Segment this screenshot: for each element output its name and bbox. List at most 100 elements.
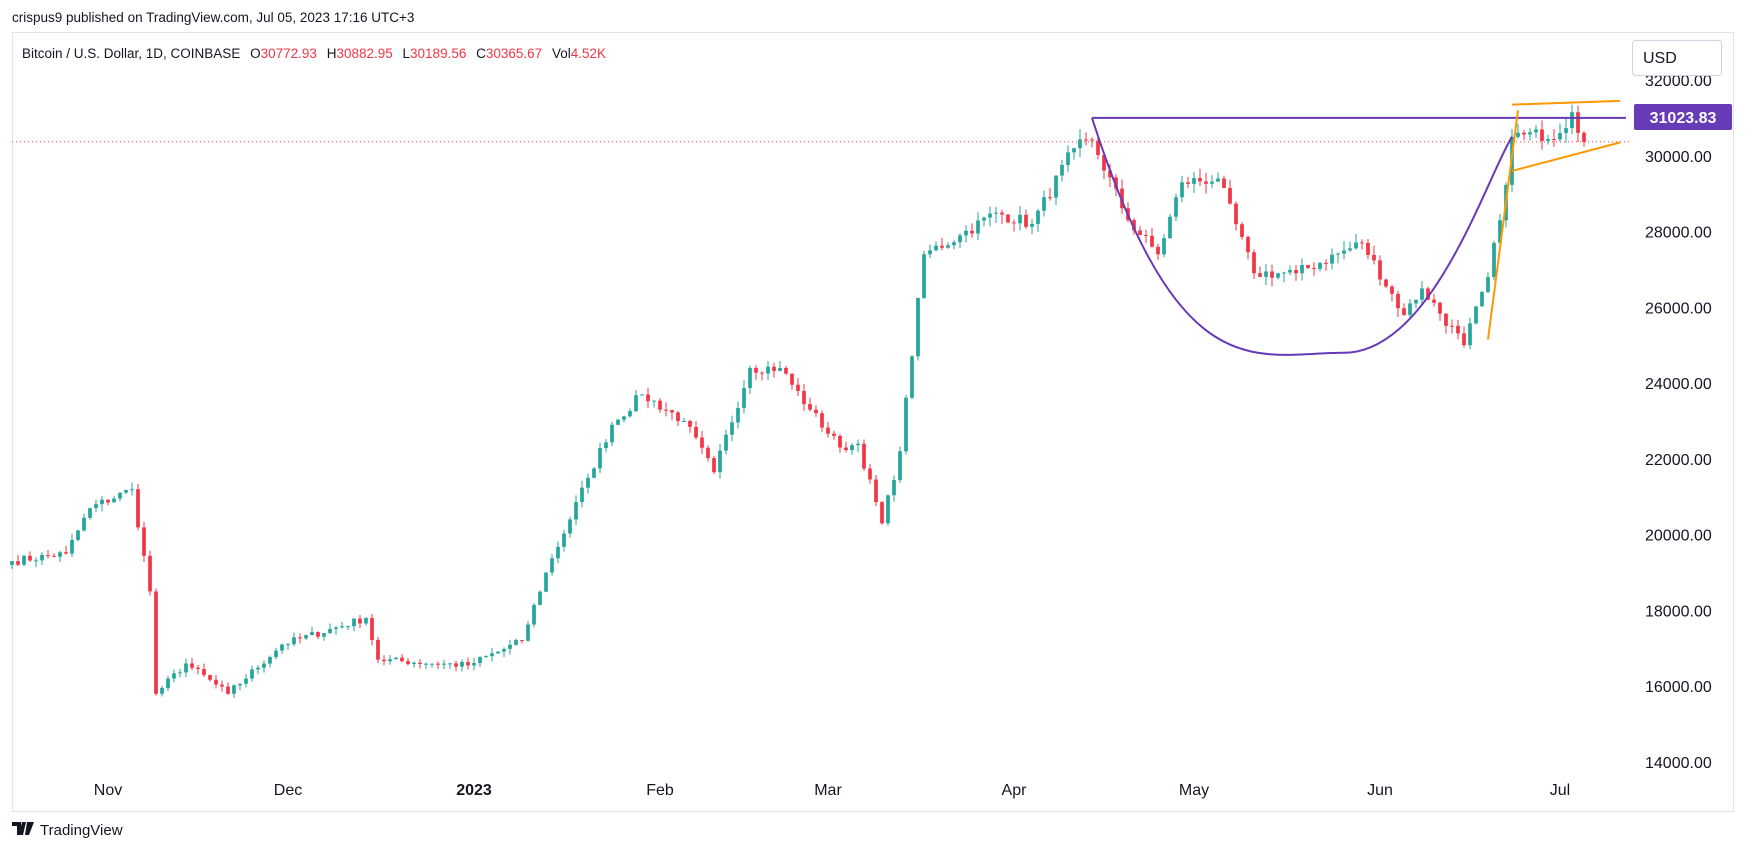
- chart-frame: [12, 32, 1734, 812]
- candle-body: [904, 397, 908, 452]
- candle-body: [1150, 235, 1154, 247]
- candle-body: [748, 367, 752, 389]
- candle-body: [1012, 222, 1016, 224]
- candle-body: [1474, 306, 1478, 324]
- candle-body: [1054, 175, 1058, 198]
- candle-body: [640, 394, 644, 396]
- close-value: 30365.67: [485, 46, 543, 61]
- candle-body: [1114, 177, 1118, 189]
- candle-body: [298, 637, 302, 639]
- candle-body: [1222, 178, 1226, 188]
- candle-body: [1168, 216, 1172, 239]
- candle-body: [844, 447, 848, 451]
- candle-body: [370, 618, 374, 640]
- candle-body: [88, 508, 92, 518]
- candle-body: [1138, 230, 1142, 236]
- candle-body: [814, 409, 818, 414]
- candle-body: [568, 519, 572, 534]
- candle-body: [1468, 323, 1472, 346]
- candle-body: [100, 499, 104, 505]
- candle-body: [1426, 288, 1430, 300]
- candle-body: [916, 297, 920, 357]
- candle-body: [1066, 152, 1070, 165]
- candle-body: [28, 555, 32, 561]
- candle-body: [694, 426, 698, 438]
- candle-body: [1486, 277, 1490, 292]
- candle-body: [1198, 178, 1202, 182]
- candle-body: [886, 495, 890, 524]
- candle-body: [490, 653, 494, 657]
- candle-body: [1480, 291, 1484, 307]
- close-label: C: [476, 46, 486, 61]
- candle-body: [40, 554, 44, 561]
- candle-body: [928, 250, 932, 255]
- candle-body: [646, 394, 650, 402]
- candle-body: [1396, 293, 1400, 309]
- candle-body: [700, 437, 704, 448]
- candle-body: [340, 626, 344, 628]
- candle-body: [1438, 302, 1442, 314]
- candle-body: [190, 663, 194, 668]
- candle-body: [394, 657, 398, 660]
- candle-body: [52, 555, 56, 557]
- candle-body: [532, 604, 536, 625]
- y-axis-tick-label: 22000.00: [1645, 452, 1712, 469]
- volume-value: 4.52K: [570, 46, 606, 61]
- candle-body: [1492, 242, 1496, 278]
- candle-body: [1282, 272, 1286, 274]
- candle-body: [442, 663, 446, 665]
- tradingview-brand: TradingView: [40, 822, 123, 839]
- candle-body: [1414, 299, 1418, 304]
- currency-selector[interactable]: USD: [1632, 40, 1722, 76]
- candle-body: [16, 561, 20, 565]
- high-label: H: [326, 46, 337, 61]
- price-label-text: 31023.83: [1650, 110, 1717, 127]
- candle-body: [484, 656, 488, 658]
- candle-body: [430, 663, 434, 665]
- candle-body: [1582, 132, 1586, 142]
- candle-body: [232, 685, 236, 694]
- candle-body: [622, 416, 626, 420]
- candle-body: [46, 554, 50, 556]
- candle-body: [982, 217, 986, 221]
- candle-body: [1366, 242, 1370, 255]
- candle-body: [634, 395, 638, 412]
- candle-body: [328, 628, 332, 634]
- candle-body: [196, 667, 200, 669]
- candle-body: [580, 487, 584, 503]
- cup-curve: [1091, 117, 1513, 356]
- candle-body: [10, 561, 14, 565]
- candle-body: [1576, 112, 1580, 133]
- candle-body: [1330, 254, 1334, 264]
- candle-body: [1408, 303, 1412, 315]
- tradingview-footer[interactable]: TradingView: [12, 822, 123, 839]
- candle-body: [208, 675, 212, 680]
- candle-body: [1444, 313, 1448, 326]
- candle-body: [76, 530, 80, 540]
- pennant-upper-line: [1511, 99, 1621, 106]
- candle-body: [1102, 154, 1106, 171]
- candle-body: [1006, 214, 1010, 223]
- candle-body: [718, 450, 722, 473]
- candle-body: [952, 242, 956, 246]
- candle-body: [1090, 139, 1094, 141]
- candle-body: [1036, 210, 1040, 224]
- candle-body: [460, 661, 464, 667]
- candle-body: [1432, 299, 1436, 303]
- candle-body: [556, 546, 560, 559]
- y-axis-tick-label: 28000.00: [1645, 225, 1712, 242]
- candle-body: [628, 411, 632, 417]
- candle-body: [1060, 164, 1064, 176]
- y-axis-tick-label: 32000.00: [1645, 73, 1712, 90]
- candle-body: [1522, 132, 1526, 135]
- candle-body: [130, 489, 134, 491]
- candle-body: [1390, 286, 1394, 294]
- candle-body: [898, 451, 902, 481]
- candle-body: [682, 421, 686, 422]
- candle-body: [1048, 197, 1052, 199]
- candle-body: [136, 489, 140, 528]
- candle-body: [262, 663, 266, 668]
- candle-body: [1564, 128, 1568, 134]
- y-axis-tick-label: 14000.00: [1645, 755, 1712, 772]
